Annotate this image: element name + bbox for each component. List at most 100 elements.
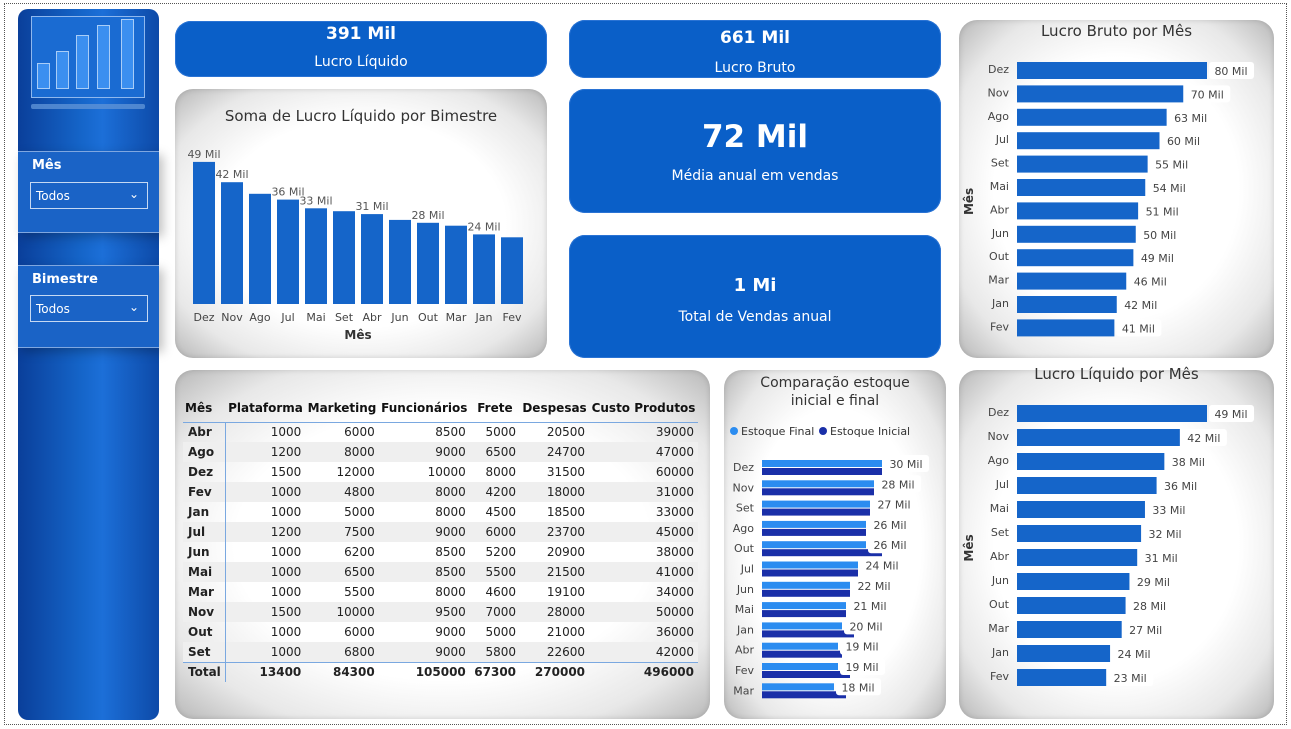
net-profit-chart-panel: Lucro Líquido por Mês <box>959 365 1274 719</box>
table-cell: 4500 <box>485 505 517 519</box>
data-label: 50 Mil <box>1143 229 1176 242</box>
column-header[interactable]: Funcionários <box>378 395 470 423</box>
bar-initial <box>762 630 854 638</box>
x-tick-label: Out <box>418 311 439 324</box>
table-row: Ago 1200 8000 9000 6500 24700 47000 <box>183 442 698 462</box>
column-header[interactable]: Frete <box>469 395 521 423</box>
kpi-total-sales-value: 1 Mi <box>733 275 777 296</box>
table-cell: Fev <box>183 482 227 502</box>
data-label: 19 Mil <box>845 641 878 654</box>
bimester-dropdown[interactable]: Todos ⌄ <box>30 295 148 322</box>
net-profit-chart: Dez 49 Mil Nov 42 Mil Ago 38 Mil Jul 36 Mil Mai 3… <box>962 405 1254 686</box>
kpi-total-sales[interactable]: 1 Mi Total de Vendas anual <box>569 235 941 358</box>
table-row: Fev 1000 4800 8000 4200 18000 31000 <box>183 482 698 502</box>
bimester-chart-title: Soma de Lucro Líquido por Bimestre <box>224 107 498 125</box>
bar-final <box>762 581 850 589</box>
y-tick-label: Mar <box>988 274 1009 287</box>
kpi-gross-profit[interactable]: 661 Mil Lucro Bruto <box>569 20 941 78</box>
bar-final <box>762 622 842 630</box>
table-cell: Dez <box>183 462 227 482</box>
table-header-row: Mês Plataforma Marketing Funcionários Frete D… <box>183 395 698 423</box>
table-cell: 6500 <box>469 442 521 462</box>
data-label-box <box>1147 179 1193 196</box>
kpi-net-profit[interactable]: 391 Mil Lucro Líquido <box>175 21 547 77</box>
table-cell: 33000 <box>655 505 694 519</box>
x-tick-label: Ago <box>249 311 271 324</box>
table-row: Nov 1500 10000 9500 7000 28000 50000 <box>183 602 698 622</box>
y-tick-label: Mai <box>990 502 1009 515</box>
y-tick-label: Out <box>734 542 755 555</box>
bimester-dropdown-value: Todos <box>36 302 70 316</box>
month-dropdown[interactable]: Todos ⌄ <box>30 182 148 209</box>
logo-chart-icon <box>31 16 145 98</box>
bar <box>193 161 215 304</box>
bar-final <box>762 460 882 467</box>
table-cell: 6000 <box>469 522 521 542</box>
bar <box>1017 296 1117 313</box>
column-header[interactable]: Mês <box>183 395 226 423</box>
data-label: 18 Mil <box>841 681 874 694</box>
table-cell: 60000 <box>655 465 694 479</box>
table-cell: Jul <box>183 522 227 542</box>
x-tick-label: Jan <box>475 311 493 324</box>
legend-final-marker <box>730 427 738 435</box>
bar <box>1017 108 1167 126</box>
table-cell: 23700 <box>520 522 590 542</box>
data-label: 46 Mil <box>1134 276 1167 289</box>
bar <box>1017 405 1207 422</box>
table-cell: 1000 <box>270 625 302 639</box>
table-cell: 1000 <box>270 425 302 440</box>
bar <box>305 208 327 304</box>
table-cell: 6200 <box>344 545 375 559</box>
column-header[interactable]: Plataforma <box>225 395 306 423</box>
bar-initial <box>762 671 850 678</box>
table-cell: 45000 <box>589 522 698 542</box>
y-tick-label: Jul <box>995 478 1009 491</box>
kpi-net-profit-value: 391 Mil <box>326 24 396 44</box>
kpi-avg-sales[interactable]: 72 Mil Média anual em vendas <box>569 89 941 213</box>
data-label: 21 Mil <box>853 600 886 613</box>
table-cell: 31500 <box>546 465 586 479</box>
data-label: 28 Mil <box>881 478 914 491</box>
data-label: 27 Mil <box>1129 624 1162 637</box>
data-label: 55 Mil <box>1155 159 1188 172</box>
y-tick-label: Nov <box>988 86 1010 99</box>
table-cell: 47000 <box>589 442 698 462</box>
table-cell: 1000 <box>225 642 306 662</box>
y-axis-title: Mês <box>962 188 976 215</box>
bar-initial <box>762 589 850 597</box>
table-cell: 5800 <box>469 642 521 662</box>
table-total-row: Total 13400 84300 105000 67300 270000 496000 <box>183 661 698 682</box>
x-tick-label: Jun <box>390 311 408 324</box>
table-cell: 10000 <box>427 465 466 479</box>
data-label: 28 Mil <box>411 209 444 222</box>
bar <box>1017 62 1207 79</box>
table-cell: 6000 <box>344 425 375 440</box>
kpi-gross-profit-value: 661 Mil <box>720 28 790 48</box>
x-axis-title: Mês <box>344 328 371 342</box>
table-cell: 50000 <box>589 602 698 622</box>
data-label-box <box>1112 645 1158 662</box>
data-label-box <box>876 475 921 493</box>
legend-final-label: Estoque Final <box>741 425 814 438</box>
bar-initial <box>762 549 882 557</box>
table-row: Set 1000 6800 9000 5800 22600 42000 <box>183 642 698 662</box>
kpi-gross-profit-label: Lucro Bruto <box>714 60 796 76</box>
table-cell: 4800 <box>305 482 379 502</box>
table-row: Dez 1500 12000 10000 8000 31500 60000 <box>183 462 698 482</box>
data-label-box <box>1209 62 1254 79</box>
column-header[interactable]: Custo Produtos <box>589 395 698 423</box>
sidebar <box>18 9 159 720</box>
data-label: 19 Mil <box>845 661 878 674</box>
column-header[interactable]: Marketing <box>305 395 379 423</box>
chevron-down-icon: ⌄ <box>128 187 139 201</box>
data-label-box <box>852 576 897 594</box>
table-cell: 41000 <box>589 562 698 582</box>
table-cell: 5000 <box>485 625 517 639</box>
bar <box>1017 225 1136 243</box>
table-cell: 7000 <box>469 602 521 622</box>
data-label: 36 Mil <box>271 186 304 199</box>
column-header[interactable]: Despesas <box>520 395 590 423</box>
data-label: 49 Mil <box>1214 408 1247 421</box>
y-tick-label: Jul <box>740 563 754 576</box>
